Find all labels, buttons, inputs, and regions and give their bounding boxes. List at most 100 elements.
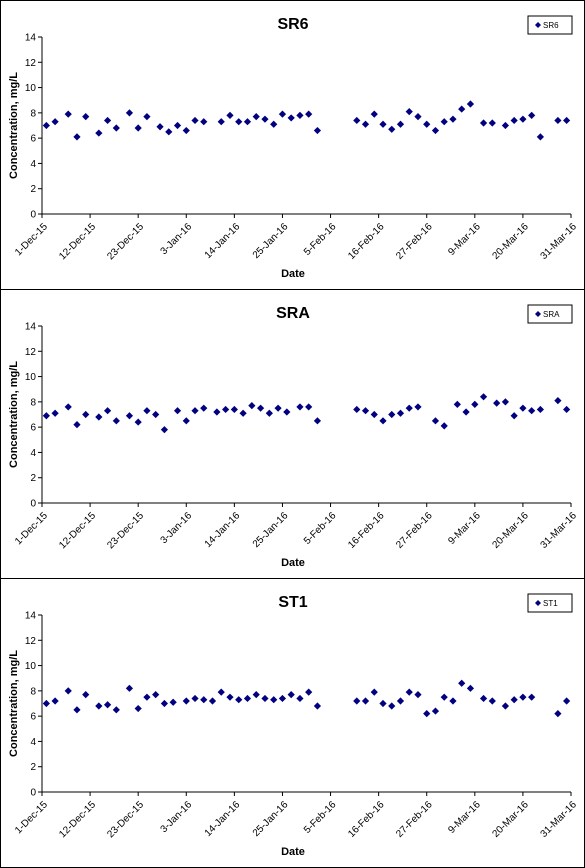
data-point bbox=[169, 698, 177, 706]
data-point bbox=[270, 120, 278, 128]
x-tick-label: 23-Dec-15 bbox=[105, 799, 146, 840]
data-point bbox=[235, 696, 243, 704]
data-point bbox=[213, 408, 221, 416]
data-point bbox=[405, 107, 413, 116]
data-point bbox=[528, 693, 536, 701]
data-point bbox=[536, 133, 544, 141]
data-point bbox=[388, 410, 396, 419]
data-point bbox=[152, 691, 160, 699]
y-tick-label: 4 bbox=[30, 737, 36, 748]
data-point bbox=[510, 696, 518, 704]
data-point bbox=[42, 412, 50, 420]
y-tick-label: 2 bbox=[30, 473, 36, 484]
data-point bbox=[528, 111, 536, 119]
data-point bbox=[95, 702, 103, 710]
y-tick-label: 14 bbox=[25, 611, 37, 622]
data-point bbox=[296, 403, 304, 411]
data-point bbox=[528, 407, 536, 415]
diamond-icon bbox=[535, 311, 541, 317]
data-point bbox=[440, 693, 448, 701]
x-tick-label: 27-Feb-16 bbox=[394, 799, 435, 840]
chart-title-sr6: SR6 bbox=[277, 16, 308, 33]
data-point bbox=[488, 697, 496, 705]
chart-svg-st1: ST1 0 2 4 6 8 10 12 14 1-Dec-15 12-Dec-15 23-Dec-15… bbox=[8, 593, 580, 858]
data-point bbox=[143, 407, 151, 415]
x-tick-label: 20-Mar-16 bbox=[490, 510, 531, 551]
data-point bbox=[160, 699, 169, 708]
x-tick-label: 31-Mar-16 bbox=[539, 799, 580, 840]
data-point bbox=[353, 405, 361, 414]
data-point bbox=[252, 691, 260, 699]
data-point bbox=[173, 407, 182, 415]
data-point bbox=[453, 400, 461, 408]
data-point bbox=[252, 113, 260, 121]
diamond-icon bbox=[535, 600, 541, 606]
data-point bbox=[361, 120, 370, 128]
chart-panel-sra: SRA 0 2 4 6 8 10 12 14 1-Dec-15 12-Dec-15 23-Dec-15… bbox=[0, 289, 585, 579]
data-point bbox=[305, 403, 313, 411]
data-point bbox=[64, 687, 72, 695]
y-tick-label: 14 bbox=[25, 33, 37, 44]
data-point bbox=[182, 697, 190, 705]
data-point bbox=[519, 115, 527, 123]
legend-label: SRA bbox=[543, 310, 560, 319]
data-point bbox=[200, 118, 208, 126]
data-point bbox=[296, 694, 304, 703]
data-point bbox=[519, 693, 527, 701]
data-point bbox=[458, 105, 466, 113]
x-tick-label: 14-Jan-16 bbox=[203, 510, 243, 550]
x-tick-label: 20-Mar-16 bbox=[490, 221, 531, 262]
data-point bbox=[449, 697, 457, 705]
x-axis-title: Date bbox=[281, 846, 305, 858]
x-tick-label: 9-Mar-16 bbox=[446, 221, 483, 258]
data-point bbox=[42, 121, 50, 130]
data-point bbox=[313, 702, 322, 710]
x-tick-label: 1-Dec-15 bbox=[13, 510, 50, 547]
data-point bbox=[501, 398, 510, 406]
data-point bbox=[278, 694, 287, 703]
legend-box bbox=[527, 593, 573, 613]
x-axis-title: Date bbox=[281, 268, 305, 280]
data-point bbox=[396, 409, 405, 417]
data-point bbox=[353, 697, 361, 705]
y-tick-label: 12 bbox=[25, 347, 37, 358]
x-tick-label: 12-Dec-15 bbox=[57, 221, 98, 262]
data-point bbox=[462, 408, 470, 416]
x-tick-label: 20-Mar-16 bbox=[490, 799, 531, 840]
data-point bbox=[230, 405, 238, 414]
data-point bbox=[191, 694, 199, 703]
x-tick-label: 23-Dec-15 bbox=[105, 510, 146, 551]
data-point bbox=[64, 403, 72, 411]
data-point bbox=[501, 702, 510, 710]
y-tick-label: 0 bbox=[30, 210, 36, 221]
data-point bbox=[493, 399, 501, 407]
data-point bbox=[431, 417, 440, 425]
data-point bbox=[388, 125, 396, 133]
chart-title-sra: SRA bbox=[276, 305, 310, 322]
x-tick-label: 12-Dec-15 bbox=[57, 510, 98, 551]
data-point bbox=[379, 699, 387, 708]
y-tick-label: 12 bbox=[25, 636, 37, 647]
data-point bbox=[51, 118, 59, 126]
data-point bbox=[226, 693, 234, 701]
data-point bbox=[388, 702, 396, 710]
x-tick-label: 25-Jan-16 bbox=[251, 799, 291, 839]
x-tick-label: 27-Feb-16 bbox=[394, 510, 435, 551]
data-point bbox=[248, 402, 256, 410]
data-point bbox=[134, 418, 142, 426]
data-point bbox=[379, 417, 387, 425]
data-point bbox=[519, 404, 527, 412]
data-point bbox=[265, 409, 273, 417]
data-point bbox=[42, 699, 50, 708]
x-axis-title: Date bbox=[281, 557, 305, 569]
data-point bbox=[510, 116, 518, 125]
y-tick-label: 2 bbox=[30, 762, 36, 773]
data-point bbox=[82, 691, 90, 699]
data-point bbox=[296, 111, 304, 119]
x-tick-label: 27-Feb-16 bbox=[394, 221, 435, 262]
x-tick-label: 1-Dec-15 bbox=[13, 221, 50, 258]
data-point bbox=[134, 124, 142, 132]
data-point bbox=[274, 404, 282, 412]
x-tick-label: 16-Feb-16 bbox=[346, 799, 387, 840]
data-point bbox=[431, 707, 440, 715]
